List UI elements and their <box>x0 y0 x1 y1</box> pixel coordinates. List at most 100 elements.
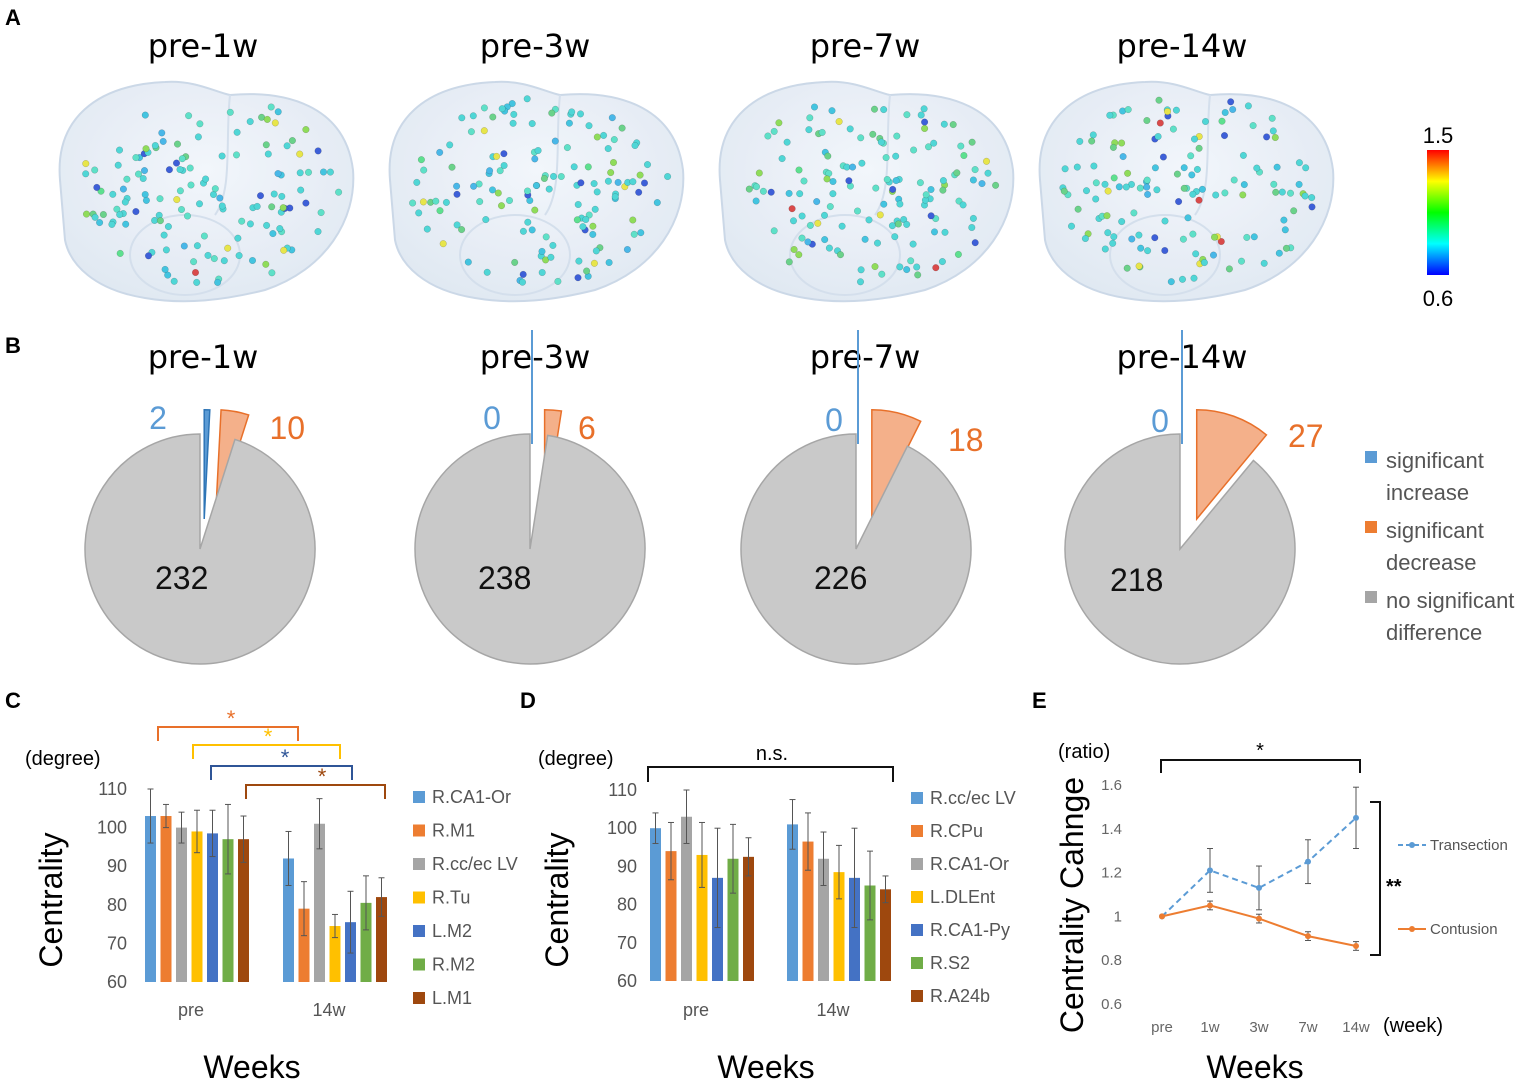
brain-node-dot <box>96 219 104 227</box>
bar <box>743 856 754 981</box>
panel-label-c: C <box>5 688 21 713</box>
brain-node-dot <box>1124 169 1132 177</box>
brain-node-dot <box>1060 187 1068 195</box>
brain-node-dot <box>1104 187 1112 195</box>
brain-node-dot <box>235 252 243 260</box>
brain-node-dot <box>806 221 814 229</box>
brain-node-dot <box>590 180 598 188</box>
brain-node-dot <box>818 128 826 136</box>
legend-swatch <box>1365 521 1377 533</box>
brain-hippocampus-outline <box>1109 214 1221 296</box>
brain-node-dot <box>264 150 272 158</box>
brain-node-dot <box>1110 174 1118 182</box>
brain-node-dot <box>1295 159 1303 167</box>
legend-swatch <box>911 924 923 936</box>
brain-node-dot <box>436 148 444 156</box>
brain-title-3: pre-7w <box>810 27 921 65</box>
brain-node-dot <box>123 175 131 183</box>
brain-node-dot <box>829 190 837 198</box>
brain-node-dot <box>476 198 484 206</box>
legend-marker <box>1409 926 1415 932</box>
pie-title-1: pre-1w <box>148 338 259 376</box>
legend-label: R.Tu <box>432 888 470 908</box>
brain-title-1: pre-1w <box>148 27 259 65</box>
brain-midline <box>544 94 561 216</box>
brain-node-dot <box>470 182 478 190</box>
brain-node-dot <box>1081 234 1089 243</box>
brain-node-dot <box>263 221 271 229</box>
brain-node-dot <box>1122 183 1130 191</box>
brain-node-dot <box>158 129 166 137</box>
brain-node-dot <box>1090 162 1098 170</box>
brain-node-dot <box>220 257 228 265</box>
brain-node-dot <box>177 205 186 214</box>
brain-section-3 <box>718 80 1015 303</box>
y-tick-label: 1.2 <box>1101 865 1122 882</box>
brain-node-dot <box>795 251 803 259</box>
brain-node-dot <box>907 257 915 265</box>
legend-label: difference <box>1386 620 1482 645</box>
brain-node-dot <box>814 219 822 227</box>
legend-label: R.CA1-Or <box>432 787 511 807</box>
brain-node-dot <box>1190 135 1199 143</box>
brain-node-dot <box>984 169 992 177</box>
brain-node-dot <box>788 205 796 213</box>
brain-node-dot <box>824 152 832 160</box>
brain-node-dot <box>304 168 313 176</box>
brain-node-dot <box>248 256 257 265</box>
panel-label-a: A <box>5 5 21 30</box>
brain-node-dot <box>549 172 558 180</box>
brain-node-dot <box>413 178 421 186</box>
brain-node-dot <box>1227 98 1235 106</box>
pie-label-no-difference: 232 <box>155 560 208 596</box>
brain-node-dot <box>1061 165 1069 173</box>
legend-label: R.S2 <box>930 953 970 973</box>
bar <box>802 841 814 981</box>
brain-node-dot <box>160 231 168 239</box>
brain-node-dot <box>618 124 626 132</box>
y-unit-label: (degree) <box>538 748 614 770</box>
brain-node-dot <box>554 277 562 285</box>
brain-node-dot <box>643 161 652 169</box>
brain-node-dot <box>326 168 334 176</box>
brain-node-dot <box>200 232 208 240</box>
brain-node-dot <box>783 138 791 146</box>
brain-node-dot <box>1188 171 1196 179</box>
brain-node-dot <box>409 199 417 207</box>
brain-node-dot <box>1240 181 1248 189</box>
pie-label-no-difference: 218 <box>1110 562 1163 598</box>
brain-node-dot <box>870 105 879 113</box>
brain-title-2: pre-3w <box>480 27 591 65</box>
brain-node-dot <box>417 156 425 164</box>
brain-node-dot <box>971 239 979 247</box>
brain-node-dot <box>276 225 284 233</box>
brain-node-dot <box>978 180 986 188</box>
brain-node-dot <box>109 190 117 198</box>
brain-node-dot <box>903 220 911 228</box>
brain-node-dot <box>861 235 869 243</box>
brain-node-dot <box>903 266 911 274</box>
pie-label-increase: 0 <box>825 402 843 438</box>
brain-node-dot <box>835 118 843 126</box>
brain-node-dot <box>968 138 976 146</box>
brain-node-dot <box>1144 247 1152 255</box>
brain-outline <box>58 80 355 303</box>
brain-node-dot <box>1110 233 1118 241</box>
brain-node-dot <box>930 228 939 236</box>
brain-node-dot <box>1192 250 1200 258</box>
brain-node-dot <box>496 167 504 175</box>
brain-node-dot <box>968 223 976 232</box>
colorbar-min-label: 0.6 <box>1423 286 1454 311</box>
bar <box>880 889 891 981</box>
brain-node-dot <box>846 125 854 133</box>
brain-node-dot <box>296 150 304 158</box>
brain-node-dot <box>162 246 170 254</box>
brain-node-dot <box>589 230 597 238</box>
brain-node-dot <box>82 210 91 218</box>
brain-node-dot <box>218 202 226 210</box>
brain-node-dot <box>270 190 278 198</box>
brain-node-dot <box>927 185 935 194</box>
brain-node-dot <box>226 108 234 116</box>
brain-node-dot <box>930 139 938 147</box>
brain-node-dot <box>910 146 918 154</box>
